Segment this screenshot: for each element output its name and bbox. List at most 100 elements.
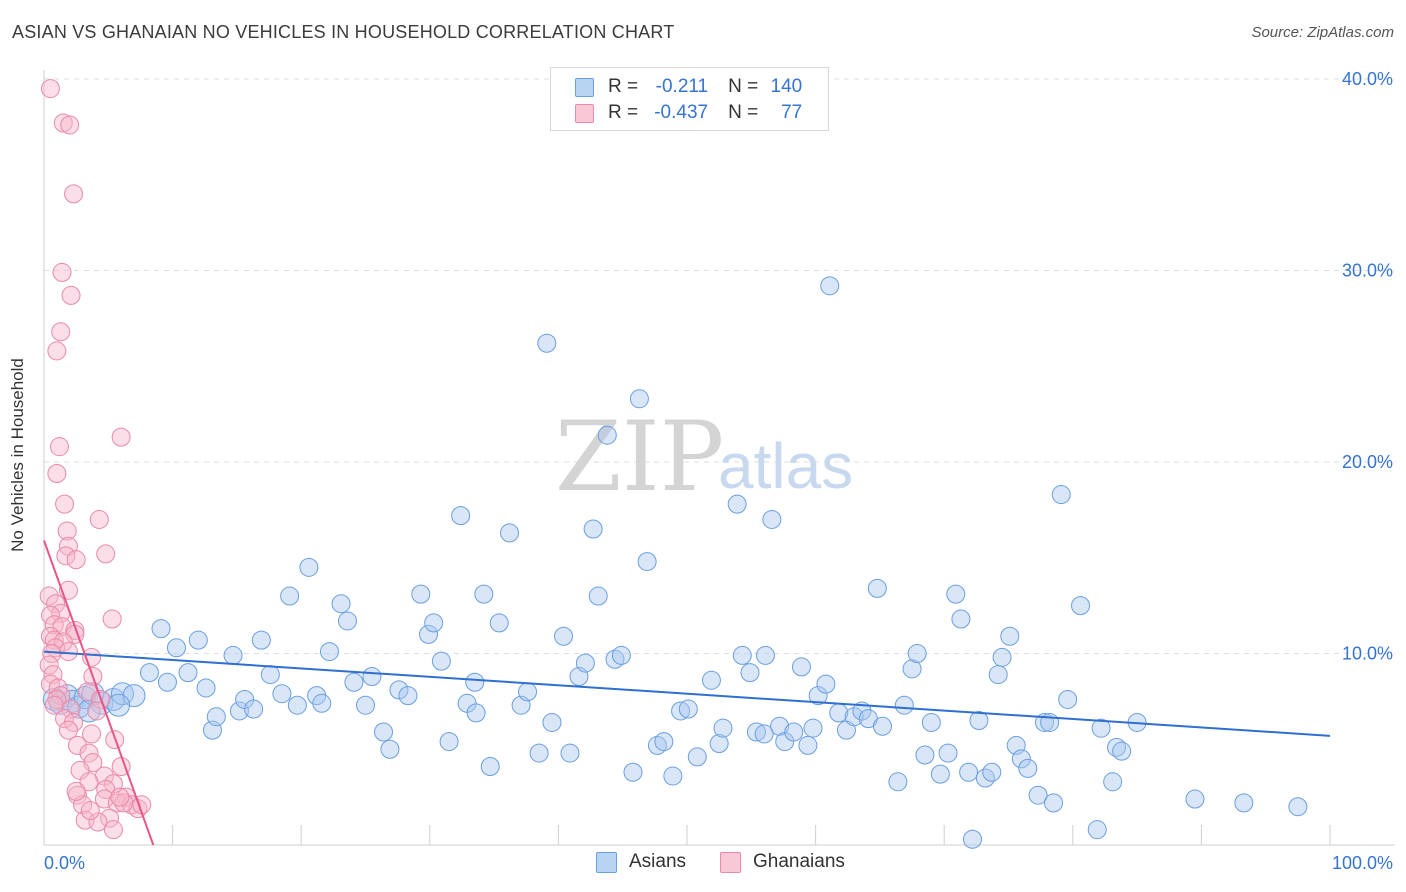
asians-label: Asians	[629, 851, 687, 872]
asian-point	[727, 494, 747, 514]
asian-point	[946, 584, 966, 604]
asian-point	[872, 716, 892, 736]
ghanaian-point	[94, 789, 114, 809]
asian-point	[1103, 772, 1123, 792]
asian-point	[344, 672, 364, 692]
ghanaian-point	[51, 322, 71, 342]
asian-point	[770, 716, 790, 736]
y-tick-label: 10.0%	[1342, 644, 1393, 664]
asian-point	[962, 829, 982, 849]
asian-point	[746, 722, 766, 742]
asian-point	[671, 701, 691, 721]
legend-row-asians: R = -0.211 N = 140	[575, 74, 802, 100]
watermark: ZIP atlas	[555, 401, 853, 513]
asian-point	[166, 638, 186, 658]
ghanaian-point	[89, 509, 109, 529]
watermark-zip: ZIP	[555, 401, 724, 513]
asian-point	[959, 762, 979, 782]
legend-n-value: 140	[770, 76, 803, 97]
asian-point	[356, 695, 375, 715]
ghanaian-point	[102, 609, 122, 629]
legend-r-value: -0.437	[654, 102, 709, 123]
asian-point	[287, 695, 307, 715]
ghanaian-point	[60, 115, 80, 135]
asian-point	[938, 743, 958, 763]
ghanaian-point	[66, 781, 86, 801]
asian-point	[654, 732, 674, 752]
legend-item-asians[interactable]: Asians	[596, 851, 686, 873]
asian-point	[1071, 596, 1091, 616]
legend-r-value: -0.211	[655, 76, 709, 97]
ghanaians-swatch	[720, 851, 741, 873]
asian-point	[139, 663, 159, 683]
asian-point	[319, 642, 339, 662]
asian-point	[784, 722, 804, 742]
asian-point	[888, 772, 908, 792]
asian-point	[537, 333, 557, 353]
y-tick-label: 30.0%	[1342, 261, 1393, 281]
ghanaian-point	[110, 787, 130, 807]
asian-point	[820, 276, 840, 296]
y-tick-label: 20.0%	[1342, 452, 1393, 472]
ghanaian-point	[49, 437, 69, 457]
ghanaian-point	[47, 341, 67, 361]
asian-point	[157, 672, 177, 692]
asian-point	[196, 678, 216, 698]
ghanaians-label: Ghanaians	[753, 851, 845, 872]
asian-point	[389, 680, 409, 700]
asian-point	[629, 389, 649, 409]
asian-point	[188, 630, 208, 650]
asian-point	[982, 762, 1002, 782]
ghanaian-point	[40, 605, 60, 625]
asian-point	[299, 557, 319, 577]
tick-labels: 10.0% 20.0% 30.0% 40.0% 0.0% 100.0%	[44, 69, 1393, 873]
ghanaian-point	[58, 720, 78, 740]
asian-point	[374, 722, 394, 742]
asian-point	[380, 739, 400, 759]
y-tick-label: 40.0%	[1342, 69, 1393, 89]
asian-point	[894, 695, 914, 715]
asian-point	[251, 630, 271, 650]
asian-point	[1058, 689, 1078, 709]
asian-point	[260, 665, 280, 685]
asian-point	[988, 665, 1008, 685]
y-axis-label: No Vehicles in Household	[8, 358, 27, 552]
asian-point	[1234, 793, 1254, 813]
asian-point	[542, 712, 562, 732]
ghanaian-point	[40, 626, 60, 646]
legend-n-value: 77	[781, 102, 803, 123]
asian-point	[474, 584, 494, 604]
ghanaian-point	[111, 427, 131, 447]
ghanaian-point	[82, 724, 102, 744]
asian-point	[1107, 737, 1127, 757]
ghanaian-point	[47, 463, 67, 483]
asian-point	[554, 626, 574, 646]
asian-point	[687, 747, 707, 767]
asian-point	[992, 647, 1012, 667]
asian-point	[280, 586, 300, 606]
asian-point	[921, 712, 941, 732]
ghanaian-point	[52, 262, 72, 282]
ghanaian-point	[79, 772, 99, 792]
asian-point	[151, 619, 171, 639]
asian-point	[867, 578, 887, 598]
asian-point	[930, 764, 950, 784]
asian-point	[244, 699, 264, 719]
ghanaian-point	[39, 586, 59, 606]
asian-point	[1000, 626, 1020, 646]
asian-point	[1028, 785, 1048, 805]
asian-point	[451, 506, 471, 526]
ghanaian-point	[53, 113, 73, 133]
legend-item-ghanaians[interactable]: Ghanaians	[720, 851, 845, 873]
asian-point	[637, 552, 657, 572]
asian-point	[337, 611, 357, 631]
asian-point	[583, 519, 603, 539]
asian-point	[1044, 793, 1064, 813]
asian-point	[529, 743, 549, 763]
asian-point	[465, 672, 485, 692]
ghanaian-point	[64, 184, 84, 204]
ghanaian-point	[46, 594, 66, 614]
asian-point	[597, 425, 617, 445]
legend-n-label: N =	[728, 76, 759, 97]
